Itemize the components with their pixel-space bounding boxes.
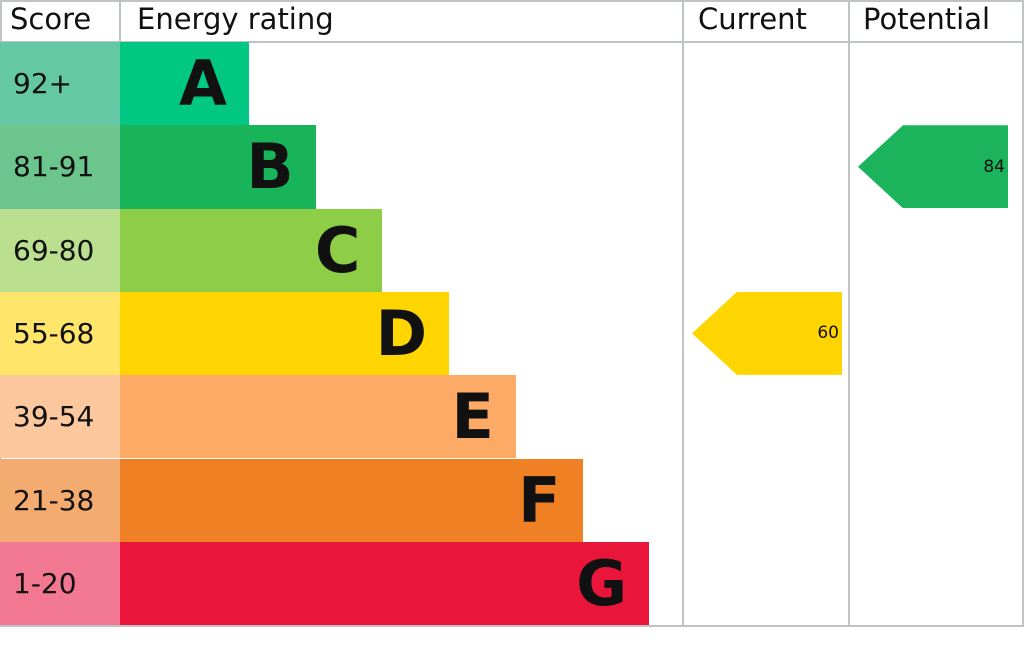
rating-bar-f: F bbox=[120, 458, 583, 542]
header-current: Current bbox=[698, 2, 807, 36]
current-rating-arrow: 60 bbox=[692, 291, 842, 375]
score-range-a: 92+ bbox=[0, 42, 120, 126]
top-border bbox=[0, 0, 1024, 2]
rating-bar-b: B bbox=[120, 125, 316, 209]
bottom-border bbox=[0, 625, 1024, 627]
score-range-b: 81-91 bbox=[0, 125, 120, 209]
header-potential: Potential bbox=[863, 2, 991, 36]
rating-bar-c: C bbox=[120, 208, 383, 292]
score-range-g: 1-20 bbox=[0, 541, 120, 626]
score-range-f: 21-38 bbox=[0, 458, 120, 542]
score-range-d: 55-68 bbox=[0, 291, 120, 376]
header-energy-rating: Energy rating bbox=[137, 2, 334, 36]
potential-divider bbox=[848, 0, 850, 627]
right-border bbox=[1022, 0, 1024, 627]
current-rating-value: 60 bbox=[817, 323, 839, 344]
score-divider bbox=[119, 0, 121, 42]
score-range-e: 39-54 bbox=[0, 375, 120, 459]
rating-bar-e: E bbox=[120, 375, 516, 459]
rating-bar-d: D bbox=[120, 291, 450, 376]
rating-bar-g: G bbox=[120, 541, 650, 626]
rating-bar-a: A bbox=[120, 42, 249, 126]
score-range-c: 69-80 bbox=[0, 208, 120, 292]
potential-rating-value: 84 bbox=[983, 156, 1005, 177]
current-divider bbox=[682, 0, 684, 627]
header-score: Score bbox=[10, 2, 92, 36]
potential-rating-arrow: 84 bbox=[858, 125, 1008, 209]
header-divider bbox=[0, 41, 1024, 43]
